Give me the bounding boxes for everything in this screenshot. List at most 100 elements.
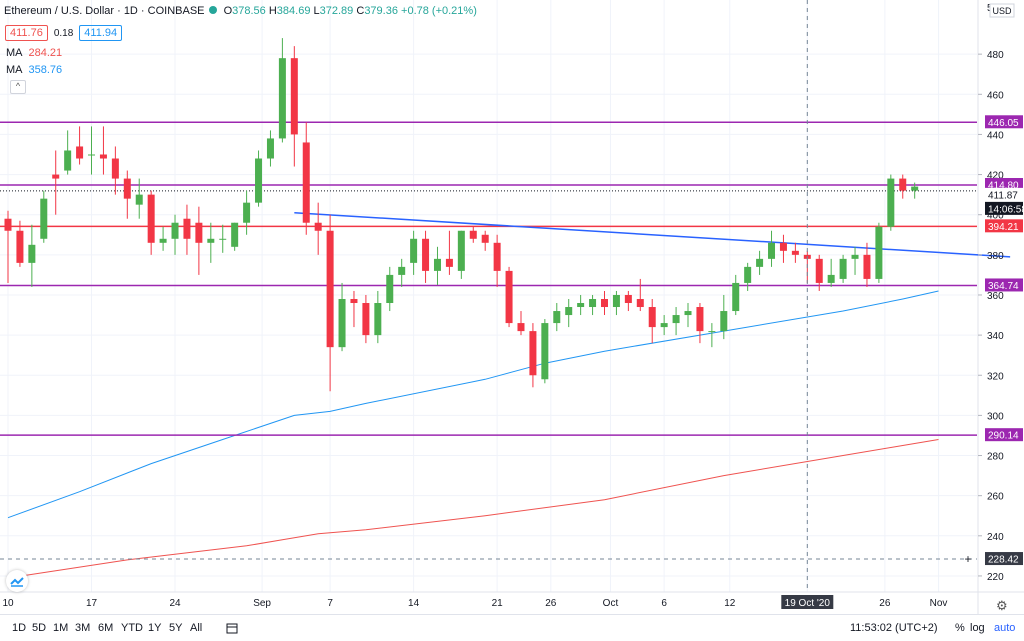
range-button-1y[interactable]: 1Y bbox=[148, 622, 162, 634]
range-button-5y[interactable]: 5Y bbox=[169, 622, 183, 634]
x-tick-label: 26 bbox=[879, 598, 891, 609]
calendar-range-icon[interactable] bbox=[226, 622, 238, 637]
close-value: 379.36 bbox=[364, 5, 398, 17]
candle-body bbox=[612, 294, 620, 308]
y-tick-label: 420 bbox=[987, 171, 1004, 182]
open-value: 378.56 bbox=[232, 5, 266, 17]
candle-body bbox=[338, 298, 346, 348]
candle-body bbox=[386, 274, 394, 304]
indicator-label: MA bbox=[6, 47, 23, 59]
candle-body bbox=[636, 298, 644, 308]
bottom-toolbar: 1D 5D 1M 3M 6M YTD 1Y 5Y All 11:53:02 (UTC+2) % … bbox=[0, 614, 1024, 641]
current-price-tag-box bbox=[985, 187, 1023, 201]
candle-body bbox=[779, 242, 787, 251]
x-tick-label: 10 bbox=[2, 598, 14, 609]
candle-body bbox=[624, 294, 632, 304]
candle-body bbox=[314, 222, 322, 231]
y-tick-label: 240 bbox=[987, 532, 1004, 543]
x-tick-label: 7 bbox=[327, 598, 333, 609]
candle-body bbox=[863, 254, 871, 279]
tradingview-logo-icon[interactable] bbox=[6, 570, 28, 592]
candle-body bbox=[302, 142, 310, 223]
candle-body bbox=[457, 230, 465, 271]
y-tick-label: 400 bbox=[987, 211, 1004, 222]
candle-body bbox=[481, 234, 489, 243]
range-button-3m[interactable]: 3M bbox=[75, 622, 91, 634]
range-button-ytd[interactable]: YTD bbox=[121, 622, 143, 634]
range-button-5d[interactable]: 5D bbox=[32, 622, 47, 634]
crosshair-date-box bbox=[781, 595, 834, 609]
candle-body bbox=[433, 258, 441, 271]
change-value: +0.78 (+0.21%) bbox=[401, 5, 477, 17]
candle-body bbox=[791, 250, 799, 255]
candle-body bbox=[899, 178, 907, 191]
candle-body bbox=[159, 238, 167, 243]
indicator-ma-fast[interactable]: MA 358.76 bbox=[6, 64, 62, 76]
indicator-value: 358.76 bbox=[28, 64, 63, 76]
candle-body bbox=[410, 238, 418, 263]
gear-icon[interactable]: ⚙ bbox=[996, 598, 1008, 613]
range-button-6m[interactable]: 6M bbox=[98, 622, 114, 634]
candle-body bbox=[255, 158, 263, 203]
buy-button[interactable]: 411.94 bbox=[79, 25, 123, 41]
y-tick-label: 440 bbox=[987, 130, 1004, 141]
indicator-value: 284.21 bbox=[28, 47, 63, 59]
x-tick-label: 17 bbox=[86, 598, 98, 609]
clock-display[interactable]: 11:53:02 (UTC+2) bbox=[850, 622, 938, 634]
crosshair-price-tag-box bbox=[985, 552, 1023, 566]
level-price-tag: 394.21 bbox=[988, 222, 1019, 233]
x-tick-label: Sep bbox=[253, 598, 271, 609]
range-button-all[interactable]: All bbox=[190, 622, 203, 634]
x-tick-label: 19 Oct '20 bbox=[785, 598, 831, 609]
countdown-tag: 14:06:58 bbox=[988, 204, 1024, 215]
candle-body bbox=[517, 323, 525, 332]
high-value: 384.69 bbox=[276, 5, 311, 17]
open-label: O bbox=[223, 5, 233, 17]
candle-body bbox=[875, 226, 883, 279]
candle-body bbox=[64, 150, 72, 171]
horizontal-levels bbox=[0, 121, 977, 436]
market-status-icon bbox=[208, 6, 217, 14]
candle-body bbox=[266, 138, 274, 159]
current-price-tag: 411.87 bbox=[988, 190, 1018, 201]
candle-body bbox=[243, 202, 251, 223]
candle-body bbox=[839, 258, 847, 279]
trendline[interactable] bbox=[294, 211, 1011, 258]
candle-body bbox=[756, 258, 764, 267]
candle-body bbox=[815, 258, 823, 283]
range-button-1d[interactable]: 1D bbox=[12, 622, 27, 634]
candle-body bbox=[577, 303, 585, 308]
moving-average-lines bbox=[7, 290, 939, 579]
currency-box[interactable] bbox=[989, 3, 1015, 18]
candle-body bbox=[529, 331, 537, 376]
chart-grid bbox=[0, 0, 1024, 614]
candle-body bbox=[40, 198, 48, 239]
sell-button[interactable]: 411.76 bbox=[5, 25, 48, 41]
percent-toggle[interactable]: % bbox=[955, 622, 965, 634]
candle-body bbox=[326, 230, 334, 348]
candle-body bbox=[135, 194, 143, 205]
symbol-title[interactable]: Ethereum / U.S. Dollar · 1D · COINBASE bbox=[4, 5, 205, 17]
crosshair-plus-icon[interactable]: + bbox=[964, 552, 971, 566]
candle-body bbox=[207, 238, 215, 243]
trendline-group bbox=[294, 211, 1011, 258]
candle-body bbox=[684, 311, 692, 316]
candle-body bbox=[469, 230, 477, 239]
indicator-ma-slow[interactable]: MA 284.21 bbox=[6, 47, 62, 59]
calendar-graphic bbox=[226, 623, 238, 634]
chart-legend-header: Ethereum / U.S. Dollar · 1D · COINBASE O… bbox=[4, 5, 477, 17]
y-tick-label: 480 bbox=[987, 50, 1004, 61]
candle-body bbox=[111, 158, 119, 179]
candle-body bbox=[589, 298, 597, 308]
y-tick-label: 380 bbox=[987, 251, 1004, 262]
auto-scale-toggle[interactable]: auto bbox=[994, 622, 1016, 634]
chevron-up-icon[interactable]: ^ bbox=[10, 80, 26, 94]
candle-body bbox=[219, 238, 227, 240]
y-tick-label: 320 bbox=[987, 371, 1004, 382]
level-price-tag: 364.74 bbox=[988, 281, 1019, 292]
log-toggle[interactable]: log bbox=[970, 622, 985, 634]
candle-body bbox=[147, 194, 155, 243]
candle-body bbox=[374, 303, 382, 336]
range-button-1m[interactable]: 1M bbox=[53, 622, 69, 634]
